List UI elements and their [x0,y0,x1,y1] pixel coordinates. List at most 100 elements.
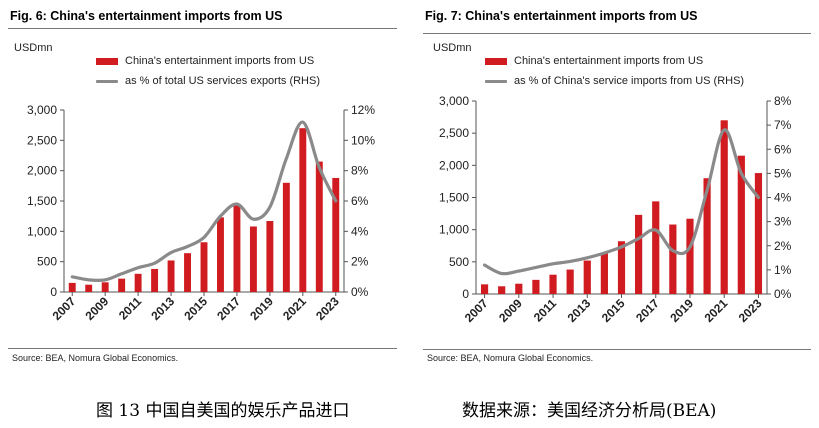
source-rule [8,348,397,349]
x-tick-label: 2019 [667,296,696,325]
y-tick-label-right: 5% [774,166,792,180]
x-tick-label: 2013 [148,294,177,323]
y-tick-label-left: 0 [462,287,469,301]
y-tick-label-left: 1,500 [439,191,469,205]
y-tick-label-left: 3,000 [27,103,57,117]
bar [635,214,643,294]
series-line [70,120,338,283]
y-tick-label-left: 0 [50,285,57,299]
bar [134,273,142,292]
bar [737,155,745,294]
legend-item-line: as % of total US services exports (RHS) [96,71,320,91]
legend-swatch-line [485,79,507,83]
chart-panel-fig7: Fig. 7: China's entertainment imports fr… [415,0,819,370]
left-axis-unit: USDmn [14,42,53,54]
bar [498,286,506,294]
chart-title: Fig. 6: China's entertainment imports fr… [10,9,283,23]
chart-plot: 0 500 1,000 1,500 2,000 2,500 3,000 0% 2% 4% 6% 8% 1… [27,103,375,323]
y-tick-label-right: 3% [774,215,792,229]
y-tick-label-left: 1,500 [27,194,57,208]
legend-swatch-bar [485,57,507,65]
series-line [482,128,761,276]
y-tick-label-right: 0% [351,285,369,299]
y-tick-label-left: 2,000 [439,158,469,172]
legend-swatch-line [96,79,118,83]
bar [151,268,159,292]
y-tick-label-left: 2,500 [27,133,57,147]
bar [249,226,257,292]
bar [315,161,323,292]
bar [549,274,557,294]
legend: China's entertainment imports from US as… [96,51,320,91]
caption-right: 数据来源：美国经济分析局(BEA) [462,401,717,421]
bar [686,218,694,294]
bar [617,241,626,294]
y-tick-label-right: 2% [351,255,369,269]
bar [583,260,591,294]
x-tick-label: 2017 [633,296,662,325]
bar [233,204,241,292]
y-tick-label-left: 2,000 [27,164,57,178]
bar [515,283,523,294]
y-tick-label-right: 6% [351,194,369,208]
bar [532,279,540,294]
bar [652,201,660,294]
legend-label-line: as % of total US services exports (RHS) [125,75,321,87]
bar [480,284,489,294]
legend: China's entertainment imports from US as… [485,51,744,91]
y-tick-label-right: 8% [351,164,369,178]
bar [101,282,109,292]
bar [720,120,728,294]
x-tick-label: 2021 [702,296,731,325]
bar [85,284,93,292]
x-tick-label: 2009 [496,296,525,325]
x-tick-label: 2013 [565,296,594,325]
chart-title: Fig. 7: China's entertainment imports fr… [425,9,698,23]
title-rule [8,28,397,29]
y-tick-label-right: 4% [774,191,792,205]
bar [68,282,76,292]
source-rule [423,349,811,350]
title-rule [423,33,811,34]
bar [118,278,126,292]
bar [600,252,608,294]
bar [754,173,763,294]
x-tick-label: 2023 [736,296,765,325]
y-tick-label-left: 2,500 [439,126,469,140]
bar [217,217,224,292]
bar [299,128,307,292]
x-tick-label: 2009 [83,294,112,323]
x-tick-label: 2021 [280,294,309,323]
bar [332,177,340,292]
y-tick-label-left: 1,000 [439,223,469,237]
bar [669,224,677,294]
source-note: Source: BEA, Nomura Global Economics. [12,353,179,363]
y-tick-label-right: 0% [774,287,792,301]
bar [566,269,574,294]
left-axis-unit: USDmn [433,42,472,54]
y-tick-label-right: 8% [774,94,792,108]
y-tick-label-right: 10% [351,133,375,147]
x-tick-label: 2015 [181,294,210,323]
y-tick-label-right: 12% [351,103,375,117]
y-tick-label-right: 6% [774,142,792,156]
y-tick-label-right: 7% [774,118,792,132]
y-tick-label-left: 500 [449,255,469,269]
legend-label-line: as % of China's service imports from US … [514,75,745,87]
x-tick-label: 2023 [313,294,342,323]
chart-panel-fig6: Fig. 6: China's entertainment imports fr… [0,0,405,370]
bar [266,221,274,292]
legend-label-bar: China's entertainment imports from US [514,55,704,67]
x-tick-label: 2011 [531,296,560,325]
chart-plot: 0 500 1,000 1,500 2,000 2,500 3,000 0% 1% 2% 3% 4% 5… [439,94,792,325]
legend-item-bar: China's entertainment imports from US [485,51,744,71]
x-tick-label: 2019 [247,294,276,323]
bar [282,182,290,292]
y-tick-label-right: 1% [774,263,792,277]
y-tick-label-right: 4% [351,224,369,238]
y-tick-label-left: 500 [37,255,57,269]
bar [167,260,175,292]
y-tick-label-left: 3,000 [439,94,469,108]
x-tick-label: 2017 [214,294,243,323]
legend-item-bar: China's entertainment imports from US [96,51,320,71]
